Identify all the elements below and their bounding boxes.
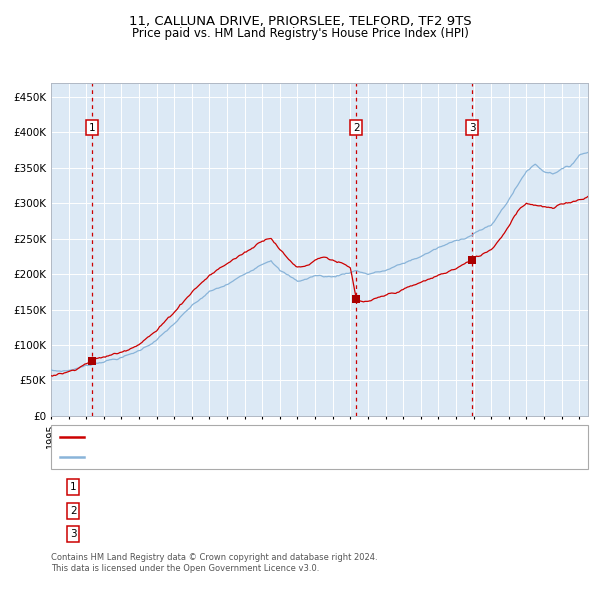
Text: 6% ↑ HPI: 6% ↑ HPI bbox=[379, 482, 428, 492]
Text: 11, CALLUNA DRIVE, PRIORSLEE, TELFORD, TF2 9TS: 11, CALLUNA DRIVE, PRIORSLEE, TELFORD, T… bbox=[128, 15, 472, 28]
Text: 30-APR-1997: 30-APR-1997 bbox=[114, 482, 181, 492]
Text: 03-MAY-2012: 03-MAY-2012 bbox=[114, 506, 181, 516]
Text: 3: 3 bbox=[469, 123, 475, 133]
Text: 1: 1 bbox=[89, 123, 95, 133]
Text: 11, CALLUNA DRIVE, PRIORSLEE, TELFORD, TF2 9TS (detached house): 11, CALLUNA DRIVE, PRIORSLEE, TELFORD, T… bbox=[87, 432, 436, 442]
Text: This data is licensed under the Open Government Licence v3.0.: This data is licensed under the Open Gov… bbox=[51, 564, 319, 573]
Text: Contains HM Land Registry data © Crown copyright and database right 2024.: Contains HM Land Registry data © Crown c… bbox=[51, 553, 377, 562]
Text: 2: 2 bbox=[353, 123, 359, 133]
Text: HPI: Average price, detached house, Telford and Wrekin: HPI: Average price, detached house, Telf… bbox=[87, 452, 364, 461]
Text: Price paid vs. HM Land Registry's House Price Index (HPI): Price paid vs. HM Land Registry's House … bbox=[131, 27, 469, 40]
Text: 3: 3 bbox=[70, 529, 76, 539]
Text: £165,000: £165,000 bbox=[250, 506, 299, 516]
Text: 30-NOV-2018: 30-NOV-2018 bbox=[114, 529, 183, 539]
Text: 1: 1 bbox=[70, 482, 76, 492]
Text: £220,000: £220,000 bbox=[250, 529, 299, 539]
Text: £77,950: £77,950 bbox=[250, 482, 293, 492]
Text: 19% ↓ HPI: 19% ↓ HPI bbox=[379, 506, 434, 516]
Text: 2: 2 bbox=[70, 506, 76, 516]
Text: 15% ↓ HPI: 15% ↓ HPI bbox=[379, 529, 434, 539]
